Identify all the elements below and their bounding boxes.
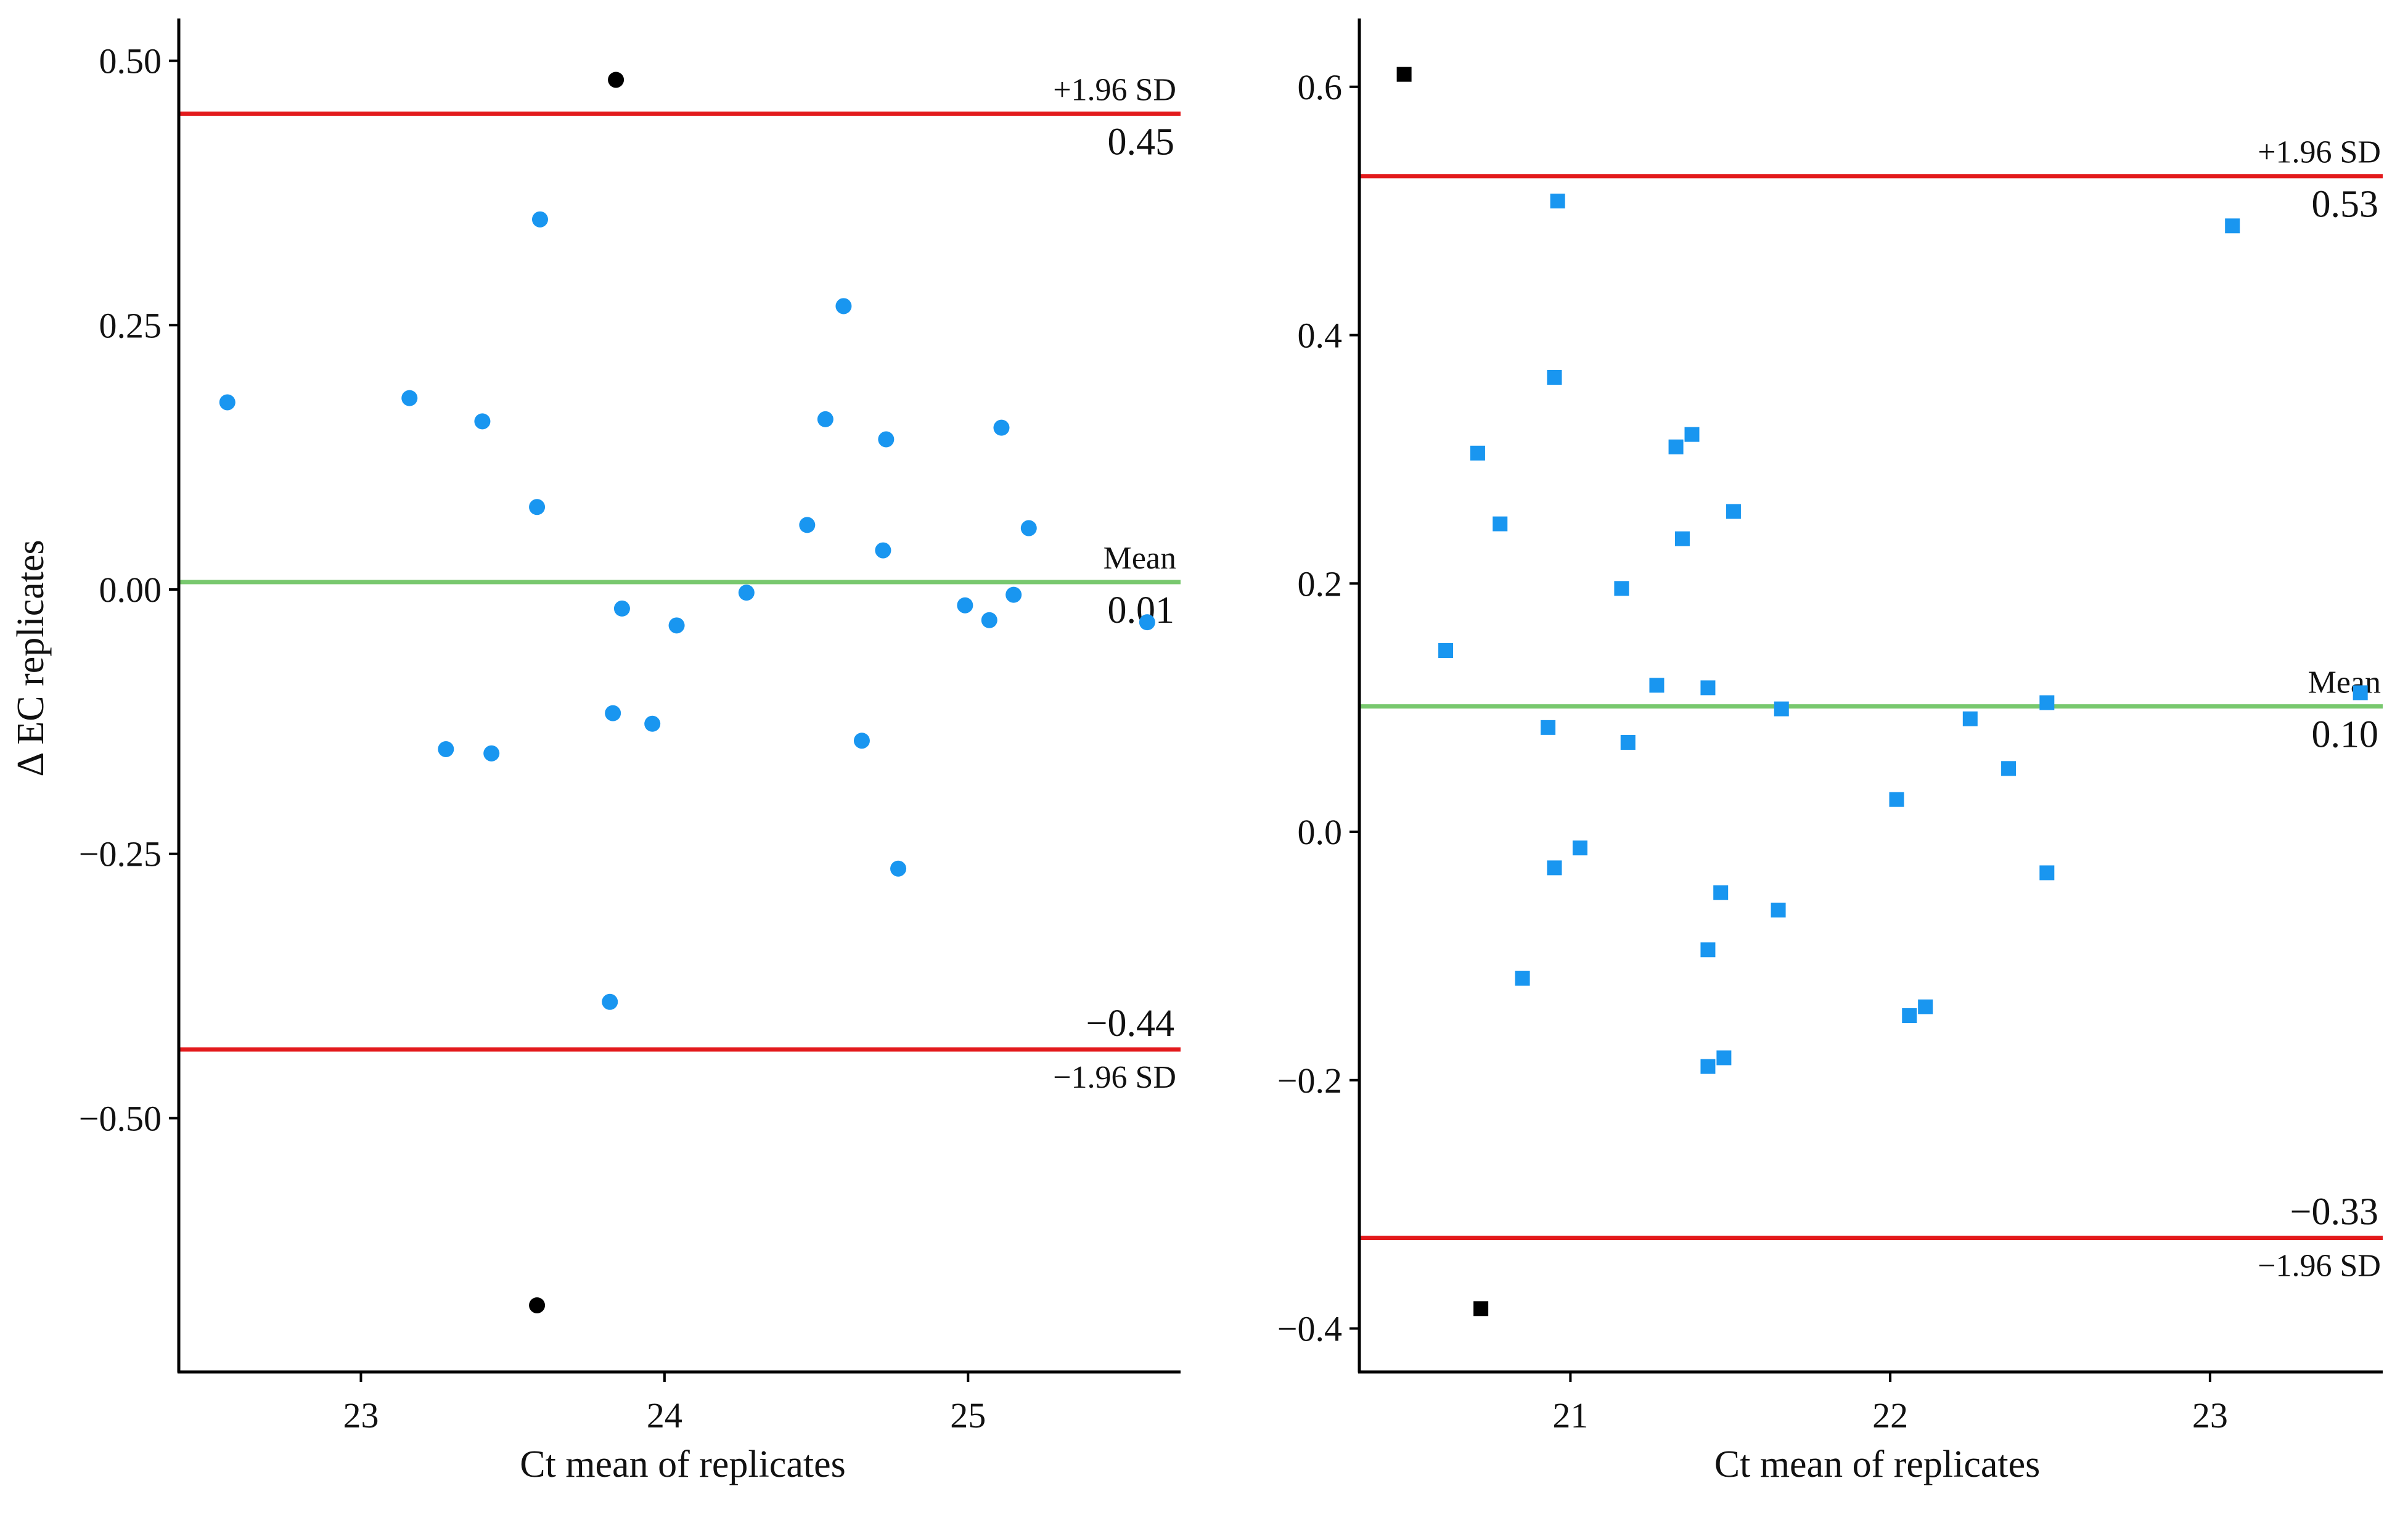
- data-point: [1700, 1059, 1716, 1074]
- data-point: [1139, 614, 1155, 631]
- mean-value-label: 0.10: [2312, 714, 2379, 756]
- data-point: [474, 413, 491, 430]
- data-point: [2225, 218, 2240, 234]
- data-point: [1547, 369, 1562, 385]
- data-point: [799, 517, 816, 533]
- data-point: [529, 499, 546, 515]
- data-point: [1716, 1050, 1732, 1065]
- data-point: [1700, 942, 1716, 958]
- x-tick-label: 22: [1872, 1395, 1908, 1435]
- y-axis-title: Δ EC replicates: [10, 540, 52, 776]
- lower-limit-value-label: −0.33: [2290, 1191, 2378, 1233]
- y-tick-label: 0.25: [99, 305, 162, 345]
- data-point: [1700, 680, 1716, 696]
- data-point: [1438, 643, 1454, 659]
- data-point: [531, 211, 548, 228]
- data-point: [1493, 516, 1508, 532]
- right-panel: +1.96 SD 0.53 Mean 0.10 −1.96 SD −0.33 0.6 0.4 0…: [1277, 18, 2383, 1485]
- data-point: [2001, 761, 2017, 776]
- data-point: [1541, 720, 1556, 735]
- y-tick-label: 0.6: [1298, 67, 1343, 107]
- x-tick-label: 23: [2192, 1395, 2228, 1435]
- data-point: [1962, 711, 1978, 726]
- data-point: [1902, 1008, 1917, 1024]
- data-point: [401, 390, 418, 406]
- mean-label: Mean: [2308, 665, 2381, 700]
- data-point: [1005, 586, 1022, 603]
- data-point: [1470, 445, 1485, 461]
- y-tick-label: 0.00: [99, 570, 162, 610]
- upper-limit-label: +1.96 SD: [1053, 72, 1176, 107]
- x-tick-label: 21: [1552, 1395, 1588, 1435]
- data-point: [1684, 427, 1700, 442]
- data-point: [1572, 840, 1587, 856]
- mean-label: Mean: [1104, 541, 1176, 576]
- upper-limit-label: +1.96 SD: [2258, 135, 2381, 170]
- data-point: [644, 715, 661, 732]
- data-point: [1515, 971, 1530, 986]
- lower-limit-label: −1.96 SD: [1053, 1060, 1176, 1095]
- data-point: [2039, 865, 2055, 881]
- y-tick-label: −0.4: [1277, 1309, 1342, 1349]
- data-point: [1918, 999, 1933, 1014]
- data-point: [1020, 520, 1037, 536]
- x-tick-label: 23: [343, 1395, 379, 1435]
- x-axis-title: Ct mean of replicates: [1714, 1443, 2041, 1485]
- data-point: [738, 585, 755, 601]
- data-point: [1668, 439, 1684, 454]
- outlier-point: [529, 1297, 546, 1313]
- outlier-point: [608, 72, 625, 88]
- data-point: [438, 741, 454, 757]
- data-point: [605, 705, 621, 721]
- data-point: [1889, 792, 1904, 807]
- data-point: [853, 733, 870, 749]
- data-point: [1726, 504, 1741, 519]
- upper-limit-value-label: 0.53: [2312, 184, 2379, 226]
- data-point: [875, 542, 891, 559]
- data-point: [835, 298, 852, 314]
- y-tick-label: −0.50: [79, 1098, 162, 1138]
- data-point: [602, 993, 618, 1010]
- y-tick-label: 0.0: [1298, 812, 1343, 852]
- data-point: [1774, 701, 1789, 716]
- data-point: [483, 745, 500, 762]
- upper-limit-value-label: 0.45: [1108, 121, 1175, 163]
- y-tick-label: −0.2: [1277, 1061, 1342, 1101]
- data-point: [981, 612, 997, 628]
- data-point: [219, 394, 235, 411]
- lower-limit-label: −1.96 SD: [2258, 1249, 2381, 1284]
- data-point: [1771, 902, 1786, 918]
- x-tick-label: 24: [647, 1395, 682, 1435]
- data-point: [878, 431, 895, 448]
- x-axis-title: Ct mean of replicates: [520, 1443, 846, 1485]
- y-tick-label: −0.25: [79, 834, 162, 874]
- data-point: [1620, 735, 1636, 750]
- data-point: [1674, 531, 1690, 546]
- data-point: [1550, 194, 1565, 209]
- data-point: [1713, 885, 1729, 900]
- outlier-point: [1473, 1301, 1489, 1316]
- data-point: [2353, 685, 2368, 700]
- y-tick-label: 0.4: [1298, 316, 1343, 356]
- data-point: [1547, 860, 1562, 876]
- data-point: [890, 860, 907, 877]
- data-point: [957, 597, 973, 614]
- data-point: [613, 600, 630, 617]
- data-point: [993, 419, 1010, 436]
- data-point: [1649, 678, 1665, 693]
- data-point: [817, 411, 833, 427]
- data-point: [2039, 695, 2055, 710]
- y-tick-label: 0.50: [99, 41, 162, 81]
- x-tick-label: 25: [950, 1395, 986, 1435]
- data-point: [668, 617, 685, 634]
- y-tick-label: 0.2: [1298, 564, 1343, 604]
- outlier-point: [1396, 67, 1412, 82]
- data-point: [1614, 581, 1629, 596]
- lower-limit-value-label: −0.44: [1086, 1003, 1174, 1045]
